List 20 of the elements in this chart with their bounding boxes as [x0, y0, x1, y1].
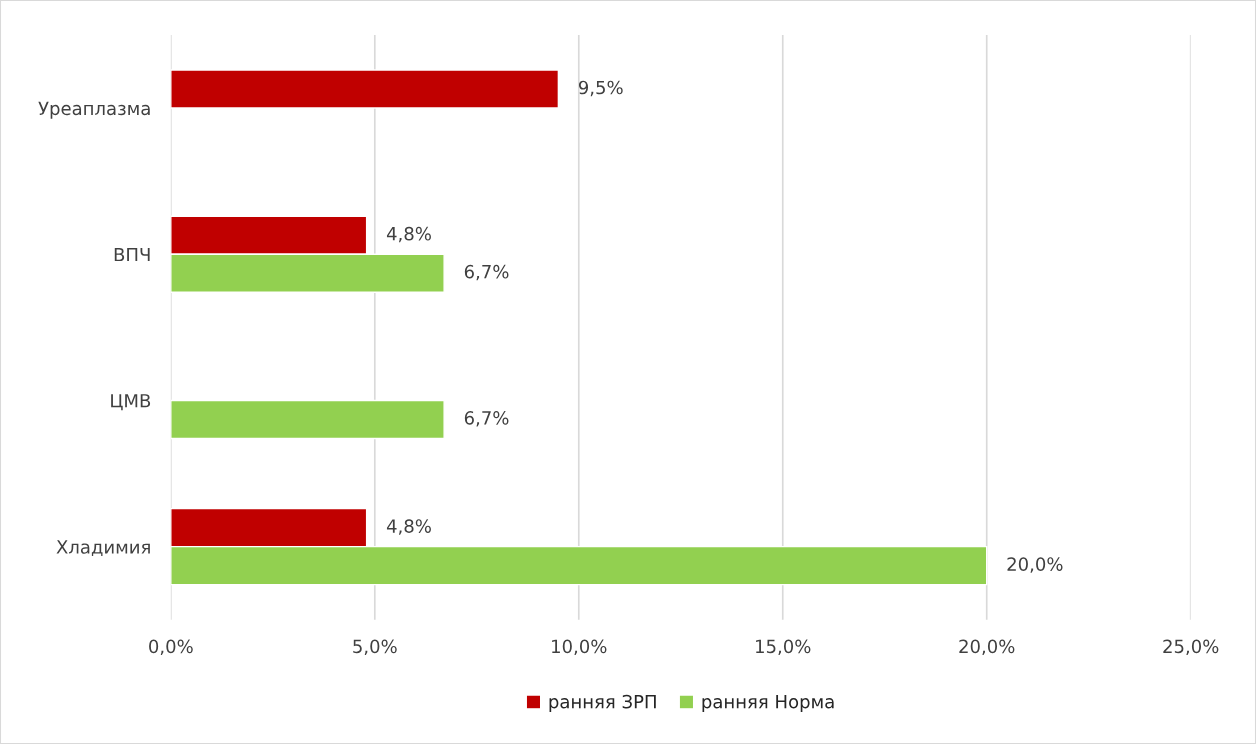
- data-label: 6,7%: [464, 264, 509, 281]
- data-label: 9,5%: [578, 80, 623, 97]
- x-tick-label: 10,0%: [552, 639, 607, 656]
- legend-label: ранняя ЗРП: [549, 694, 656, 712]
- y-tick-label: Уреаплазма: [38, 101, 150, 119]
- y-tick-label: ВПЧ: [114, 247, 150, 262]
- legend-label: ранняя Норма: [702, 695, 834, 712]
- data-label: 20,0%: [1007, 557, 1063, 573]
- data-label: 4,8%: [386, 226, 431, 243]
- x-tick-label: 15,0%: [756, 639, 811, 656]
- x-tick-label: 25,0%: [1163, 639, 1219, 656]
- bar: [170, 69, 560, 109]
- data-label: 4,8%: [386, 519, 431, 535]
- bar: [170, 399, 445, 440]
- x-tick-label: 20,0%: [959, 639, 1015, 656]
- x-tick-label: 5,0%: [353, 639, 397, 656]
- y-tick-label: Хладимия: [56, 540, 150, 557]
- data-label: 6,7%: [464, 411, 509, 427]
- x-tick-label: 0,0%: [149, 639, 193, 656]
- y-tick-label: ЦМВ: [111, 394, 151, 411]
